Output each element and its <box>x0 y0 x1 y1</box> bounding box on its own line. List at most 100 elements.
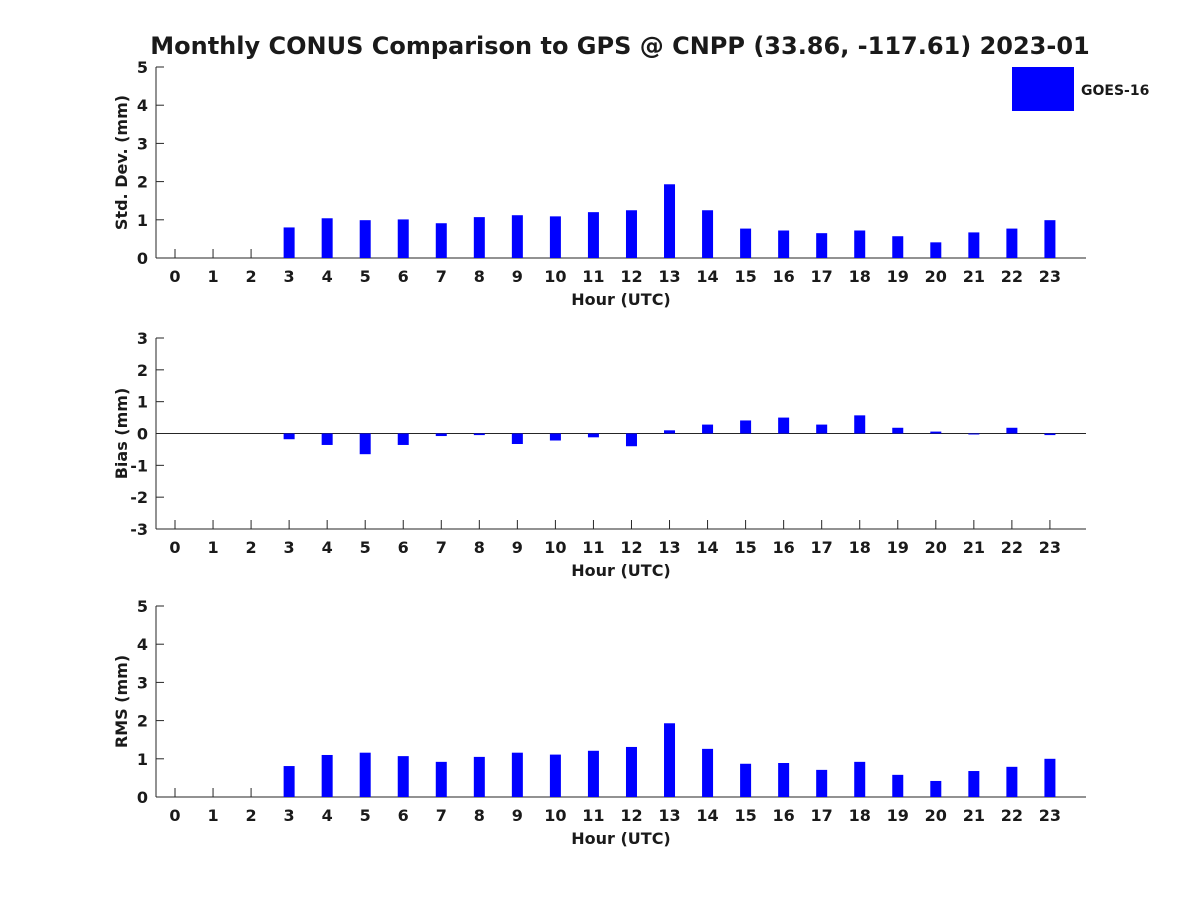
x-tick-label: 1 <box>207 806 218 825</box>
x-tick-label: 14 <box>696 538 718 557</box>
x-tick-label: 15 <box>734 538 756 557</box>
bar-hour-14 <box>702 210 714 258</box>
x-tick-label: 5 <box>360 806 371 825</box>
x-tick-label: 0 <box>169 538 180 557</box>
x-tick-label: 16 <box>773 538 795 557</box>
y-tick-label: -3 <box>130 520 148 539</box>
y-tick-label: 5 <box>137 58 148 77</box>
y-tick-label: 5 <box>137 597 148 616</box>
x-tick-label: 6 <box>398 267 409 286</box>
x-tick-label: 20 <box>925 267 947 286</box>
x-tick-label: 11 <box>582 267 604 286</box>
x-tick-label: 8 <box>474 538 485 557</box>
bar-hour-23 <box>1044 758 1056 797</box>
x-tick-label: 17 <box>811 267 833 286</box>
x-tick-label: 10 <box>544 806 566 825</box>
chart-title: Monthly CONUS Comparison to GPS @ CNPP (… <box>150 32 1089 60</box>
x-tick-label: 23 <box>1039 538 1061 557</box>
bar-hour-23 <box>1044 433 1056 436</box>
x-tick-label: 10 <box>544 538 566 557</box>
bar-hour-16 <box>778 230 790 258</box>
x-tick-label: 9 <box>512 538 523 557</box>
x-tick-label: 4 <box>322 267 333 286</box>
x-tick-label: 1 <box>207 538 218 557</box>
x-tick-label: 7 <box>436 267 447 286</box>
bar-hour-14 <box>702 424 714 434</box>
x-tick-label: 7 <box>436 538 447 557</box>
bar-hour-12 <box>625 433 637 447</box>
x-tick-label: 23 <box>1039 806 1061 825</box>
bar-hour-17 <box>816 233 828 258</box>
bar-hour-21 <box>968 771 980 797</box>
bar-hour-22 <box>1006 427 1018 434</box>
bar-hour-15 <box>740 228 752 258</box>
x-tick-label: 1 <box>207 267 218 286</box>
x-tick-label: 21 <box>963 806 985 825</box>
bar-hour-12 <box>625 210 637 258</box>
bar-hour-9 <box>511 752 523 797</box>
x-axis-label: Hour (UTC) <box>571 561 671 580</box>
x-tick-label: 22 <box>1001 806 1023 825</box>
x-tick-label: 17 <box>811 538 833 557</box>
x-tick-label: 5 <box>360 538 371 557</box>
x-tick-label: 0 <box>169 806 180 825</box>
x-tick-label: 11 <box>582 806 604 825</box>
x-tick-label: 12 <box>620 806 642 825</box>
x-tick-label: 14 <box>696 806 718 825</box>
bar-hour-10 <box>549 433 561 441</box>
bar-hour-13 <box>664 184 676 258</box>
y-tick-label: 2 <box>137 173 148 192</box>
bar-hour-3 <box>283 433 295 440</box>
bar-hour-18 <box>854 761 866 797</box>
x-tick-label: 23 <box>1039 267 1061 286</box>
x-tick-label: 16 <box>773 806 795 825</box>
y-tick-label: 2 <box>137 712 148 731</box>
bar-hour-23 <box>1044 220 1056 258</box>
x-tick-label: 18 <box>849 267 871 286</box>
y-axis-label: Std. Dev. (mm) <box>112 95 131 230</box>
x-tick-label: 10 <box>544 267 566 286</box>
y-tick-label: 2 <box>137 361 148 380</box>
x-tick-label: 16 <box>773 267 795 286</box>
y-tick-label: 3 <box>137 329 148 348</box>
bar-hour-14 <box>702 748 714 797</box>
x-tick-label: 7 <box>436 806 447 825</box>
bar-hour-18 <box>854 230 866 258</box>
x-tick-label: 6 <box>398 538 409 557</box>
bar-hour-20 <box>930 242 942 258</box>
bar-hour-17 <box>816 769 828 797</box>
y-tick-label: 0 <box>137 788 148 807</box>
bar-hour-6 <box>397 219 409 258</box>
bar-hour-8 <box>473 756 485 797</box>
bar-hour-20 <box>930 431 942 434</box>
bar-hour-11 <box>587 212 599 258</box>
bar-hour-17 <box>816 424 828 434</box>
x-tick-label: 12 <box>620 538 642 557</box>
bar-hour-11 <box>587 433 599 438</box>
bar-hour-8 <box>473 433 485 436</box>
x-tick-label: 13 <box>658 806 680 825</box>
x-axis-label: Hour (UTC) <box>571 829 671 848</box>
bar-hour-16 <box>778 417 790 434</box>
x-tick-label: 4 <box>322 806 333 825</box>
x-tick-label: 6 <box>398 806 409 825</box>
bar-hour-22 <box>1006 766 1018 797</box>
y-tick-label: 3 <box>137 134 148 153</box>
x-tick-label: 18 <box>849 806 871 825</box>
x-tick-label: 12 <box>620 267 642 286</box>
x-tick-label: 2 <box>246 538 257 557</box>
x-tick-label: 19 <box>887 267 909 286</box>
bar-hour-21 <box>968 232 980 258</box>
bar-hour-15 <box>740 420 752 434</box>
x-tick-label: 8 <box>474 267 485 286</box>
x-tick-label: 4 <box>322 538 333 557</box>
bar-hour-10 <box>549 754 561 797</box>
legend-swatch-goes-16 <box>1012 67 1074 111</box>
x-tick-label: 14 <box>696 267 718 286</box>
y-tick-label: 4 <box>137 635 148 654</box>
x-tick-label: 8 <box>474 806 485 825</box>
bar-hour-13 <box>664 723 676 797</box>
x-tick-label: 21 <box>963 538 985 557</box>
